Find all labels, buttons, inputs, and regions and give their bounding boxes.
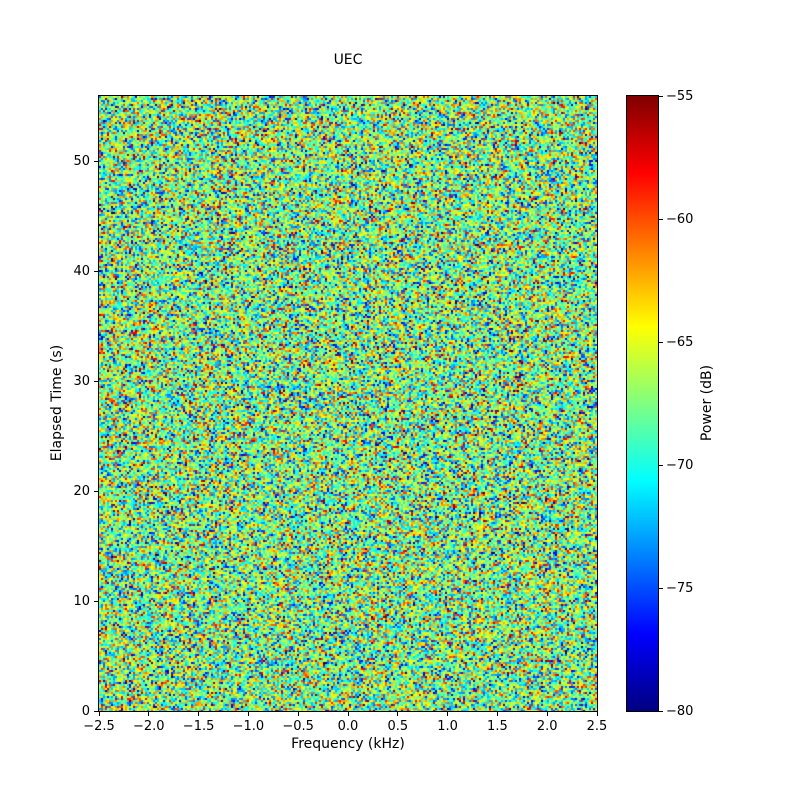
- y-axis-label: Elapsed Time (s): [49, 344, 65, 462]
- colorbar-tick-label: −65: [666, 334, 694, 350]
- x-tick-mark: [496, 712, 498, 716]
- x-tick-label: 2.5: [586, 719, 608, 734]
- x-tick-mark: [198, 712, 200, 716]
- y-tick-label: 50: [73, 154, 90, 170]
- x-tick-mark: [397, 712, 399, 716]
- colorbar-tick-mark: [659, 95, 663, 97]
- colorbar-axis-label: Power (dB): [699, 364, 715, 442]
- y-tick-mark: [94, 710, 98, 712]
- y-tick-label: 20: [73, 483, 90, 499]
- y-tick-mark: [94, 161, 98, 163]
- y-tick-mark: [94, 271, 98, 273]
- y-tick-label: 30: [73, 374, 90, 390]
- colorbar: [626, 95, 659, 712]
- x-tick-mark: [447, 712, 449, 716]
- x-tick-label: −1.0: [232, 719, 265, 734]
- x-tick-mark: [98, 712, 100, 716]
- plot-area: [98, 95, 598, 712]
- x-tick-label: 2.0: [536, 719, 558, 734]
- x-tick-mark: [347, 712, 349, 716]
- colorbar-tick-mark: [659, 587, 663, 589]
- x-tick-mark: [297, 712, 299, 716]
- plot-title: UEC: [333, 52, 363, 68]
- y-tick-label: 10: [73, 593, 90, 609]
- spectrogram-canvas: [99, 96, 597, 711]
- y-tick-label: 0: [81, 703, 90, 719]
- x-tick-label: 1.5: [487, 719, 508, 734]
- x-tick-label: −1.5: [182, 719, 215, 734]
- y-tick-label: 40: [73, 264, 90, 280]
- colorbar-tick-label: −75: [666, 580, 694, 596]
- y-tick-mark: [94, 600, 98, 602]
- x-tick-label: 1.0: [437, 719, 458, 734]
- y-tick-mark: [94, 381, 98, 383]
- x-tick-label: −2.0: [133, 719, 165, 734]
- colorbar-tick-mark: [659, 464, 663, 466]
- colorbar-tick-label: −70: [666, 457, 694, 473]
- colorbar-tick-mark: [659, 710, 663, 712]
- colorbar-tick-label: −60: [666, 211, 694, 227]
- colorbar-tick-mark: [659, 341, 663, 343]
- x-tick-label: 0.0: [337, 719, 359, 734]
- colorbar-tick-mark: [659, 218, 663, 220]
- y-tick-mark: [94, 490, 98, 492]
- colorbar-tick-label: −80: [666, 703, 694, 719]
- x-tick-mark: [148, 712, 150, 716]
- x-tick-mark: [546, 712, 548, 716]
- colorbar-tick-label: −55: [666, 88, 694, 104]
- x-axis-label: Frequency (kHz): [291, 736, 405, 752]
- x-tick-mark: [596, 712, 598, 716]
- x-tick-label: 0.5: [387, 719, 409, 734]
- x-tick-label: −0.5: [282, 719, 314, 734]
- x-tick-label: −2.5: [83, 719, 115, 734]
- colorbar-gradient: [627, 96, 658, 711]
- x-tick-mark: [247, 712, 249, 716]
